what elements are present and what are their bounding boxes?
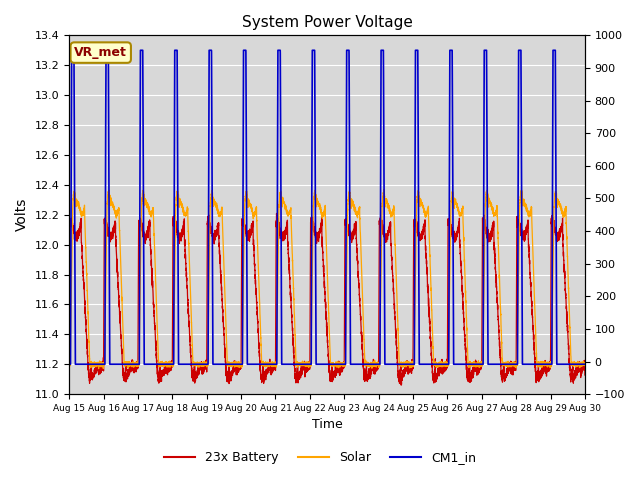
23x Battery	[457, 260, 465, 265]
Solar	[380, 187, 388, 192]
23x Battery	[273, 211, 280, 216]
23x Battery	[241, 222, 248, 228]
Solar	[65, 361, 73, 367]
Line: CM1_in: CM1_in	[69, 50, 585, 364]
CM1_in	[553, 361, 561, 367]
CM1_in	[457, 361, 465, 367]
Solar	[457, 212, 465, 217]
23x Battery	[65, 368, 73, 373]
CM1_in	[310, 48, 317, 53]
Solar	[553, 196, 561, 202]
Solar	[310, 203, 317, 208]
CM1_in	[65, 361, 73, 367]
CM1_in	[68, 48, 76, 53]
Solar	[559, 212, 567, 218]
CM1_in	[241, 48, 248, 53]
23x Battery	[581, 372, 589, 378]
Text: VR_met: VR_met	[74, 46, 127, 59]
Line: 23x Battery: 23x Battery	[69, 214, 585, 385]
CM1_in	[442, 361, 450, 367]
CM1_in	[581, 361, 589, 367]
X-axis label: Time: Time	[312, 419, 342, 432]
23x Battery	[553, 237, 561, 242]
23x Battery	[559, 249, 567, 254]
23x Battery	[310, 223, 317, 229]
23x Battery	[397, 382, 405, 388]
23x Battery	[442, 360, 450, 366]
Solar	[95, 366, 102, 372]
Legend: 23x Battery, Solar, CM1_in: 23x Battery, Solar, CM1_in	[159, 446, 481, 469]
Solar	[241, 207, 248, 213]
Title: System Power Voltage: System Power Voltage	[241, 15, 412, 30]
Line: Solar: Solar	[69, 190, 585, 369]
CM1_in	[559, 361, 567, 367]
Solar	[442, 361, 450, 367]
Y-axis label: Volts: Volts	[15, 198, 29, 231]
Solar	[581, 361, 589, 367]
